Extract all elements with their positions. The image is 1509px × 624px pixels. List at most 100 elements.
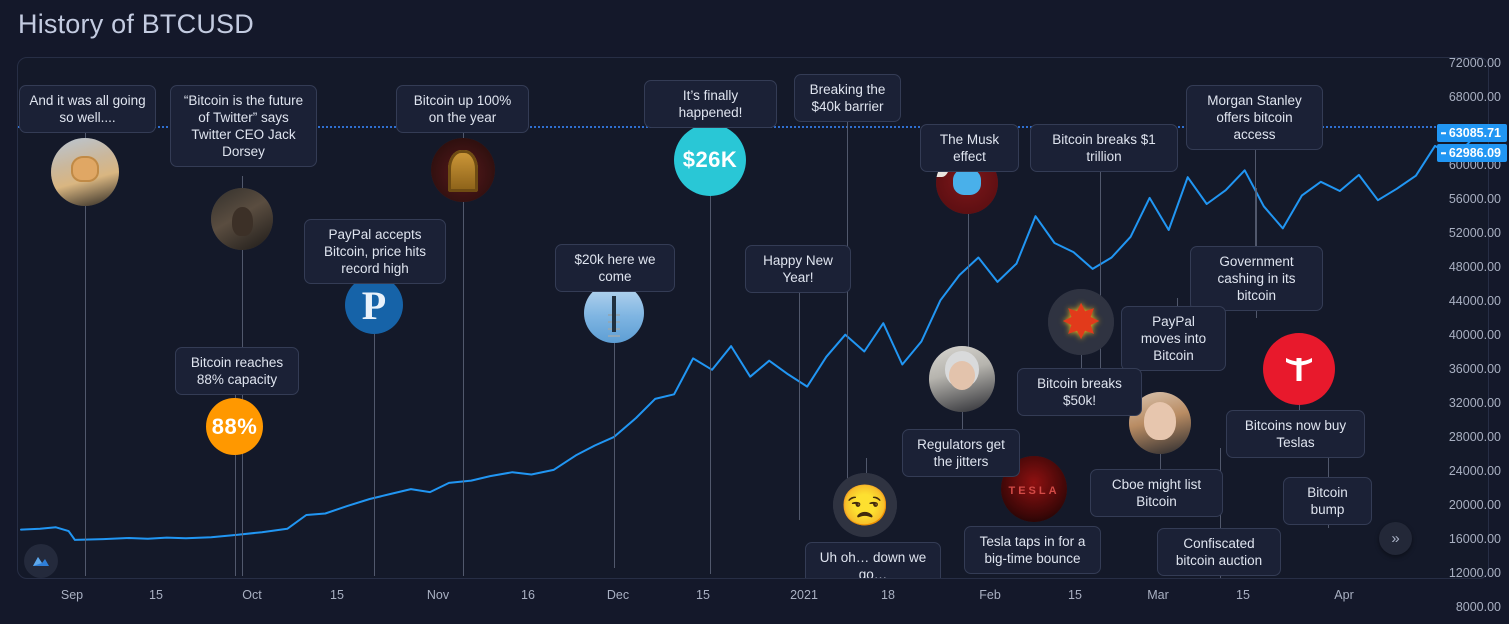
- annotation-dorsey[interactable]: “Bitcoin is the future of Twitter” says …: [170, 85, 317, 167]
- chart-logo-button[interactable]: [24, 544, 58, 578]
- stem-chair: [463, 126, 464, 576]
- stem-newyear: [799, 270, 800, 520]
- stem-finally: [710, 114, 711, 574]
- y-axis[interactable]: 72000.00 68000.00 64000.00 60000.00 5600…: [1417, 56, 1509, 614]
- x-tick: 15: [696, 588, 710, 602]
- y-tick: 40000.00: [1448, 328, 1501, 342]
- x-tick: 2021: [790, 588, 818, 602]
- pizza-photo-icon: [51, 138, 119, 206]
- annotation-twentyk[interactable]: $20k here we come: [555, 244, 675, 292]
- stem-forty: [847, 108, 848, 528]
- marker-finally[interactable]: $26K: [674, 124, 746, 196]
- x-tick: 15: [330, 588, 344, 602]
- y-tick: 48000.00: [1448, 260, 1501, 274]
- x-tick: 15: [1236, 588, 1250, 602]
- x-tick: 18: [881, 588, 895, 602]
- annotation-fiftyk[interactable]: Bitcoin breaks $50k!: [1017, 368, 1142, 416]
- x-tick: Oct: [242, 588, 262, 602]
- x-tick: Apr: [1334, 588, 1354, 602]
- marker-dorsey[interactable]: [211, 188, 273, 250]
- capacity-badge-label: 88%: [211, 413, 258, 439]
- marker-fiftyk[interactable]: [1048, 289, 1114, 355]
- stem-regulators: [962, 388, 963, 448]
- x-tick: Mar: [1147, 588, 1169, 602]
- stem-cboe: [1160, 428, 1161, 488]
- stem-capacity: [235, 388, 236, 576]
- y-tick: 36000.00: [1448, 362, 1501, 376]
- marker-pizza[interactable]: [51, 138, 119, 206]
- marker-uhoh[interactable]: [833, 473, 897, 537]
- x-tick: Sep: [60, 588, 84, 602]
- annotation-buyteslas[interactable]: Bitcoins now buy Teslas: [1226, 410, 1365, 458]
- x-tick: 15: [1068, 588, 1082, 602]
- annotation-capacity[interactable]: Bitcoin reaches 88% capacity: [175, 347, 299, 395]
- stem-paypal: [374, 258, 375, 576]
- x-tick: 15: [149, 588, 163, 602]
- marker-twentyk[interactable]: [584, 283, 644, 343]
- y-tick: 8000.00: [1455, 600, 1501, 614]
- ladder-photo-icon: [584, 283, 644, 343]
- annotation-confiscated[interactable]: Confiscated bitcoin auction: [1157, 528, 1281, 576]
- y-tick: 44000.00: [1448, 294, 1501, 308]
- annotation-forty[interactable]: Breaking the $40k barrier: [794, 74, 901, 122]
- marker-regulators[interactable]: [929, 346, 995, 412]
- x-tick: 16: [521, 588, 535, 602]
- scroll-to-end-button[interactable]: »: [1379, 522, 1412, 555]
- explosion-icon: [1048, 289, 1114, 355]
- marker-paypal[interactable]: [345, 276, 403, 334]
- x-tick: Nov: [426, 588, 450, 602]
- annotation-paypal2[interactable]: PayPal moves into Bitcoin: [1121, 306, 1226, 371]
- price-badge-previous[interactable]: 62986.09: [1436, 144, 1507, 162]
- y-tick: 16000.00: [1448, 532, 1501, 546]
- y-tick: 56000.00: [1448, 192, 1501, 206]
- paypal-logo-icon: [345, 276, 403, 334]
- annotation-finally[interactable]: It’s finally happened!: [644, 80, 777, 128]
- marker-capacity[interactable]: 88%: [206, 398, 263, 455]
- stem-twentyk: [614, 268, 615, 568]
- annotation-regulators[interactable]: Regulators get the jitters: [902, 429, 1020, 477]
- stem-trillion: [1100, 150, 1101, 410]
- annotation-cboe[interactable]: Cboe might list Bitcoin: [1090, 469, 1223, 517]
- finally-badge-label: $26K: [682, 147, 738, 172]
- chart-panel[interactable]: And it was all going so well.... “Bitcoi…: [17, 57, 1489, 579]
- tesla-logo-icon: [1263, 333, 1335, 405]
- annotation-morgan[interactable]: Morgan Stanley offers bitcoin access: [1186, 85, 1323, 150]
- unamused-face-icon: [833, 473, 897, 537]
- annotation-uhoh[interactable]: Uh oh… down we go…: [805, 542, 941, 578]
- annotation-bump[interactable]: Bitcoin bump: [1283, 477, 1372, 525]
- marker-buyteslas[interactable]: [1263, 333, 1335, 405]
- mountain-logo-icon: [33, 557, 49, 566]
- tesla-wordmark: TESLA: [1008, 485, 1060, 498]
- y-tick: 72000.00: [1448, 56, 1501, 70]
- golden-chair-photo-icon: [431, 138, 495, 202]
- annotation-chair[interactable]: Bitcoin up 100% on the year: [396, 85, 529, 133]
- jack-dorsey-photo-icon: [211, 188, 273, 250]
- y-tick: 24000.00: [1448, 464, 1501, 478]
- annotation-pizza[interactable]: And it was all going so well....: [19, 85, 156, 133]
- stem-pizza: [85, 126, 86, 576]
- annotation-teslataps[interactable]: Tesla taps in for a big-time bounce: [964, 526, 1101, 574]
- y-tick: 32000.00: [1448, 396, 1501, 410]
- y-tick: 20000.00: [1448, 498, 1501, 512]
- annotation-govt[interactable]: Government cashing in its bitcoin: [1190, 246, 1323, 311]
- y-tick: 52000.00: [1448, 226, 1501, 240]
- plot-area[interactable]: And it was all going so well.... “Bitcoi…: [18, 58, 1488, 578]
- annotation-newyear[interactable]: Happy New Year!: [745, 245, 851, 293]
- marker-chair[interactable]: [431, 138, 495, 202]
- stem-musk: [968, 158, 969, 398]
- annotation-trillion[interactable]: Bitcoin breaks $1 trillion: [1030, 124, 1178, 172]
- y-tick: 28000.00: [1448, 430, 1501, 444]
- stem-fiftyk: [1081, 328, 1082, 388]
- price-line: [20, 137, 1474, 541]
- y-tick: 12000.00: [1448, 566, 1501, 580]
- annotation-musk[interactable]: The Musk effect: [920, 124, 1019, 172]
- page-title: History of BTCUSD: [18, 9, 254, 39]
- x-tick: Dec: [606, 588, 630, 602]
- x-axis[interactable]: Sep 15 Oct 15 Nov 16 Dec 15 2021 18 Feb …: [17, 582, 1489, 612]
- annotation-paypal[interactable]: PayPal accepts Bitcoin, price hits recor…: [304, 219, 446, 284]
- price-badge-current[interactable]: 63085.71: [1436, 124, 1507, 142]
- x-tick: Feb: [979, 588, 1001, 602]
- janet-yellen-photo-icon: [929, 346, 995, 412]
- stem-bump: [1328, 418, 1329, 528]
